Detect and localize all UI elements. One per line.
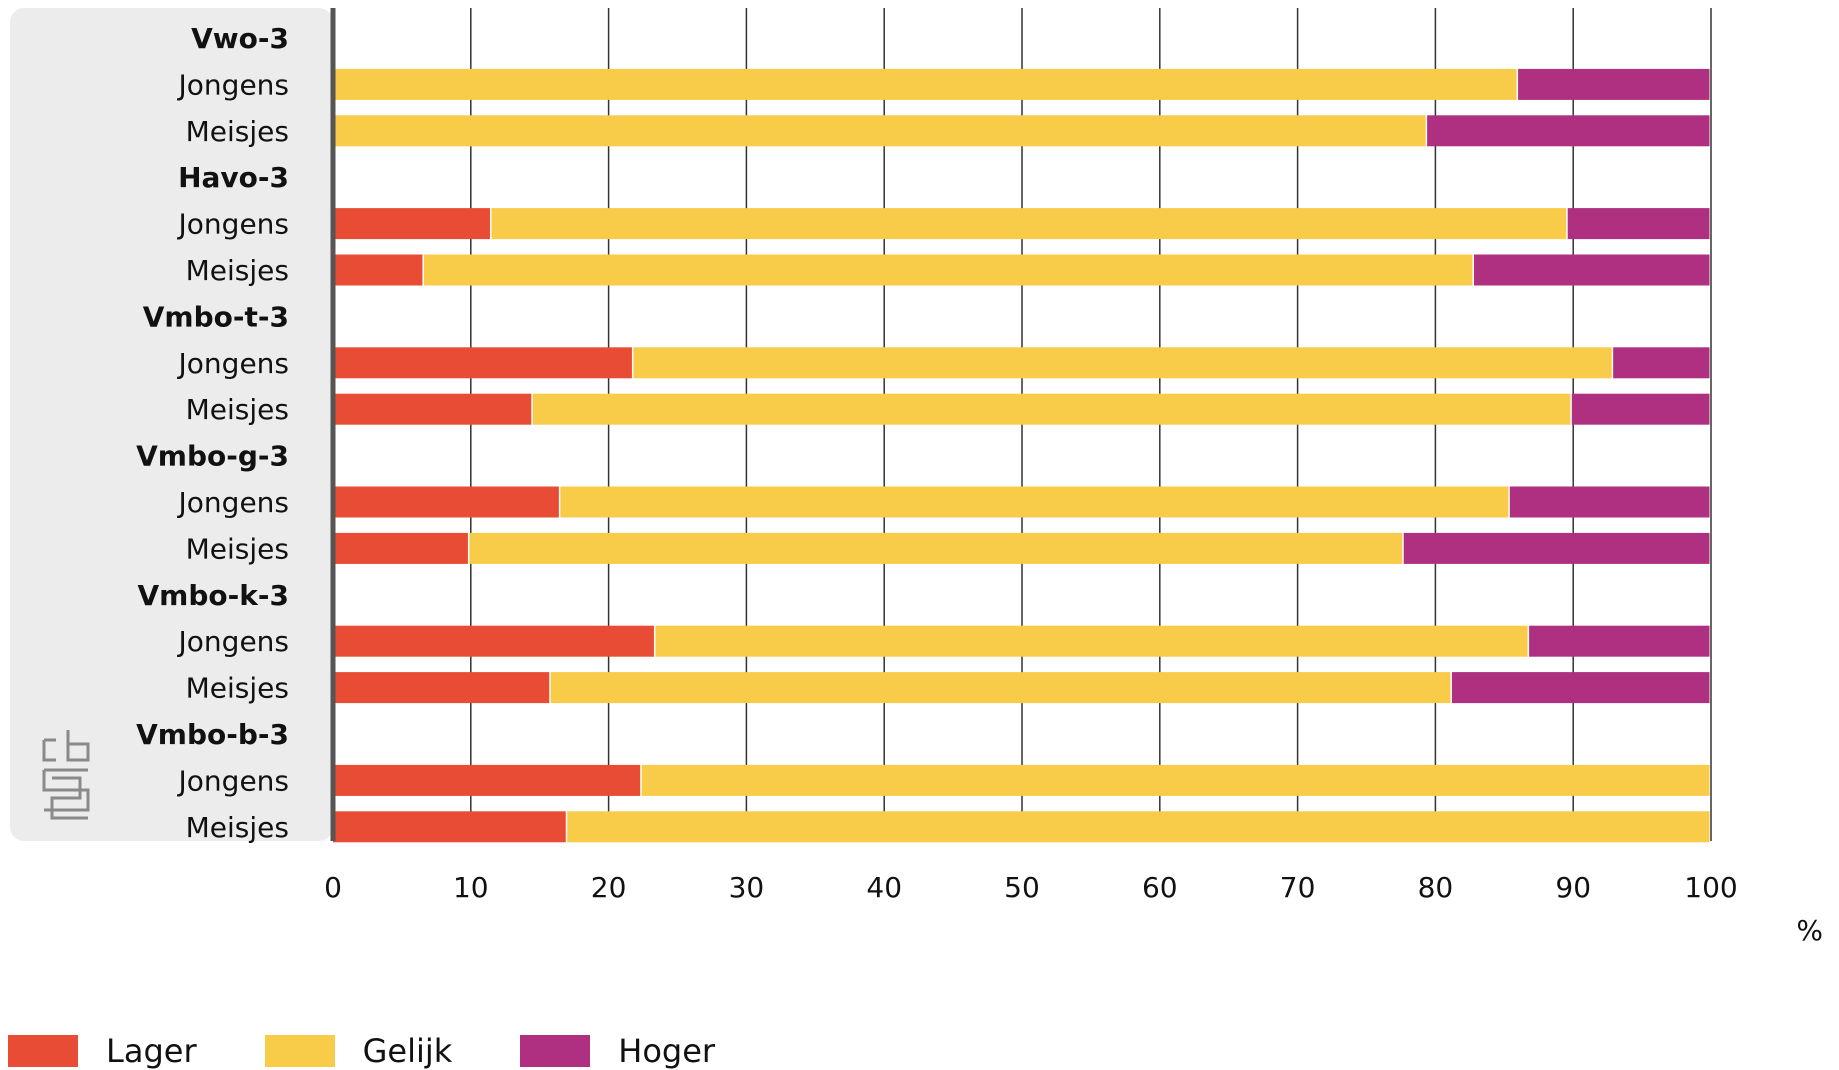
bar-hoger [1571, 393, 1710, 425]
row-label: Meisjes [186, 672, 289, 705]
row-label: Jongens [177, 68, 289, 101]
x-tick-label: 10 [453, 871, 489, 904]
row-label: Meisjes [186, 254, 289, 287]
label-panel [10, 8, 333, 841]
row-label: Jongens [177, 208, 289, 241]
legend-item: Hoger [520, 1032, 715, 1070]
x-tick-label: 90 [1555, 871, 1591, 904]
legend-swatch [8, 1035, 78, 1067]
bar-lager [333, 672, 550, 704]
bar-hoger [1473, 254, 1710, 286]
bar-lager [333, 347, 632, 379]
bar-hoger [1509, 486, 1710, 518]
bar-lager [333, 811, 566, 843]
bar-lager [333, 393, 532, 425]
group-label: Vmbo-g-3 [136, 440, 289, 473]
x-tick-label: 80 [1418, 871, 1454, 904]
bar-lager [333, 625, 654, 657]
row-label: Meisjes [186, 811, 289, 844]
bar-lager [333, 254, 423, 286]
bar-hoger [1529, 625, 1710, 657]
x-tick-label: 50 [1004, 871, 1040, 904]
bar-hoger [1518, 68, 1710, 100]
legend-label: Gelijk [362, 1032, 453, 1070]
bar-hoger [1451, 672, 1710, 704]
bar-gelijk [633, 347, 1612, 379]
bar-gelijk [560, 486, 1509, 518]
group-label: Vmbo-t-3 [143, 300, 289, 333]
bar-hoger [1427, 115, 1710, 147]
x-tick-label: 20 [591, 871, 627, 904]
legend-swatch [520, 1035, 591, 1067]
legend-label: Hoger [618, 1032, 716, 1070]
group-label: Vwo-3 [191, 22, 289, 55]
group-label: Vmbo-b-3 [136, 718, 289, 751]
row-label: Jongens [177, 347, 289, 380]
x-tick-label: 70 [1280, 871, 1316, 904]
row-label: Jongens [177, 625, 289, 658]
bar-gelijk [333, 68, 1517, 100]
bar-gelijk [532, 393, 1571, 425]
bar-lager [333, 486, 559, 518]
legend-item: Lager [8, 1032, 197, 1070]
legend-item: Gelijk [264, 1032, 453, 1070]
bar-lager [333, 208, 490, 240]
bar-gelijk [469, 532, 1403, 564]
bar-lager [333, 532, 468, 564]
bar-gelijk [567, 811, 1710, 843]
legend: Lager Gelijk Hoger [8, 1032, 783, 1070]
group-label: Havo-3 [178, 161, 289, 194]
bar-gelijk [550, 672, 1451, 704]
bar-gelijk [423, 254, 1473, 286]
row-label: Meisjes [186, 532, 289, 565]
bar-gelijk [333, 115, 1426, 147]
legend-label: Lager [106, 1032, 197, 1070]
group-label: Vmbo-k-3 [138, 579, 289, 612]
bar-hoger [1403, 532, 1710, 564]
bar-hoger [1613, 347, 1710, 379]
row-label: Meisjes [186, 115, 289, 148]
row-label: Jongens [177, 486, 289, 519]
x-axis-label: % [1796, 914, 1823, 947]
bar-lager [333, 764, 641, 796]
x-tick-label: 30 [729, 871, 765, 904]
x-tick-label: 60 [1142, 871, 1178, 904]
cbs-logo [42, 730, 90, 820]
x-tick-label: 100 [1684, 871, 1737, 904]
row-label: Meisjes [186, 393, 289, 426]
legend-swatch [264, 1035, 335, 1067]
row-label: Jongens [177, 764, 289, 797]
bar-gelijk [491, 208, 1567, 240]
x-tick-label: 40 [866, 871, 902, 904]
bar-hoger [1567, 208, 1710, 240]
bar-gelijk [655, 625, 1528, 657]
x-tick-label: 0 [324, 871, 342, 904]
bar-gelijk [641, 764, 1710, 796]
